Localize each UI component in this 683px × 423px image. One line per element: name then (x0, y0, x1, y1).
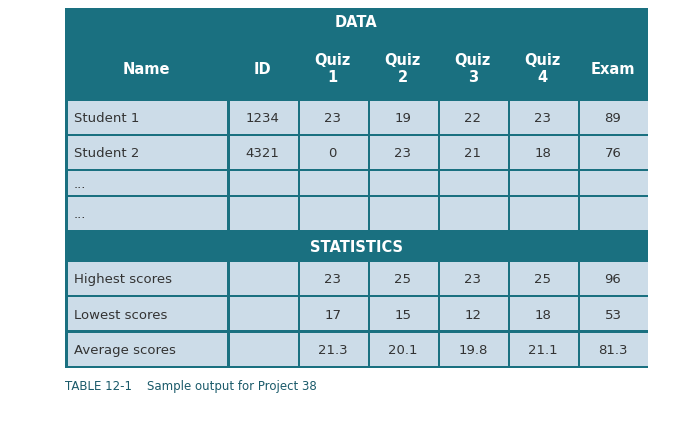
Bar (68, 38, 645, 98)
Text: Average scores: Average scores (74, 344, 176, 357)
Text: STATISTICS: STATISTICS (310, 240, 403, 255)
Text: 17: 17 (324, 309, 341, 321)
Text: Student 1: Student 1 (74, 112, 139, 125)
Bar (441, 171, 508, 195)
Bar (370, 101, 438, 134)
Text: Name: Name (122, 62, 170, 77)
Bar (370, 297, 438, 330)
Text: 18: 18 (534, 147, 551, 160)
Bar (230, 262, 298, 295)
Text: 21: 21 (464, 147, 482, 160)
Bar (230, 101, 298, 134)
Text: ...: ... (74, 178, 86, 191)
Bar (441, 136, 508, 169)
Text: ...: ... (74, 209, 86, 221)
Bar (581, 297, 648, 330)
Bar (581, 333, 648, 365)
Bar (230, 171, 298, 195)
Text: ID: ID (253, 62, 271, 77)
Bar (510, 136, 578, 169)
Bar (68, 233, 645, 260)
Text: 81.3: 81.3 (598, 344, 628, 357)
Text: 96: 96 (604, 273, 622, 286)
Text: 18: 18 (534, 309, 551, 321)
Text: 4321: 4321 (246, 147, 279, 160)
Text: Quiz
2: Quiz 2 (385, 53, 421, 85)
Bar (68, 297, 227, 330)
Text: 25: 25 (534, 273, 551, 286)
Bar (581, 101, 648, 134)
Bar (370, 333, 438, 365)
Text: Quiz
3: Quiz 3 (455, 53, 491, 85)
Bar (581, 262, 648, 295)
Text: Highest scores: Highest scores (74, 273, 171, 286)
Bar (65, 8, 648, 368)
Text: 21.1: 21.1 (528, 344, 558, 357)
Bar (230, 197, 298, 230)
Bar (441, 333, 508, 365)
Bar (510, 333, 578, 365)
Text: 0: 0 (329, 147, 337, 160)
Text: 12: 12 (464, 309, 482, 321)
Text: 89: 89 (604, 112, 622, 125)
Text: DATA: DATA (335, 15, 378, 30)
Text: 1234: 1234 (246, 112, 279, 125)
Bar (441, 197, 508, 230)
Bar (441, 101, 508, 134)
Bar (510, 101, 578, 134)
Text: 23: 23 (324, 112, 341, 125)
Bar (510, 262, 578, 295)
Text: 15: 15 (394, 309, 411, 321)
Bar (68, 333, 227, 365)
Text: 53: 53 (604, 309, 622, 321)
Bar (68, 101, 227, 134)
Text: 23: 23 (324, 273, 341, 286)
Text: TABLE 12-1    Sample output for Project 38: TABLE 12-1 Sample output for Project 38 (65, 380, 317, 393)
Bar (230, 333, 298, 365)
Text: 19.8: 19.8 (458, 344, 488, 357)
Bar (300, 171, 367, 195)
Bar (510, 297, 578, 330)
Text: Quiz
1: Quiz 1 (314, 53, 351, 85)
Bar (68, 262, 227, 295)
Bar (300, 197, 367, 230)
Text: 20.1: 20.1 (388, 344, 417, 357)
Bar (441, 262, 508, 295)
Bar (230, 297, 298, 330)
Bar (300, 136, 367, 169)
Bar (300, 262, 367, 295)
Text: Student 2: Student 2 (74, 147, 139, 160)
Bar (510, 197, 578, 230)
Bar (68, 136, 227, 169)
Text: 23: 23 (394, 147, 411, 160)
Bar (370, 171, 438, 195)
Bar (370, 136, 438, 169)
Bar (581, 197, 648, 230)
Text: Exam: Exam (591, 62, 635, 77)
Bar (300, 101, 367, 134)
Bar (300, 333, 367, 365)
Bar (68, 171, 227, 195)
Bar (68, 11, 645, 35)
Text: Lowest scores: Lowest scores (74, 309, 167, 321)
Bar (581, 136, 648, 169)
Text: 21.3: 21.3 (318, 344, 348, 357)
Text: Quiz
4: Quiz 4 (525, 53, 561, 85)
Text: 23: 23 (464, 273, 482, 286)
Bar (300, 297, 367, 330)
Bar (370, 262, 438, 295)
Text: 22: 22 (464, 112, 482, 125)
Bar (230, 136, 298, 169)
Text: 76: 76 (604, 147, 622, 160)
Bar (441, 297, 508, 330)
Bar (370, 197, 438, 230)
Bar (68, 197, 227, 230)
Bar (581, 171, 648, 195)
Text: 19: 19 (394, 112, 411, 125)
Text: 23: 23 (534, 112, 551, 125)
Bar (510, 171, 578, 195)
Text: 25: 25 (394, 273, 411, 286)
